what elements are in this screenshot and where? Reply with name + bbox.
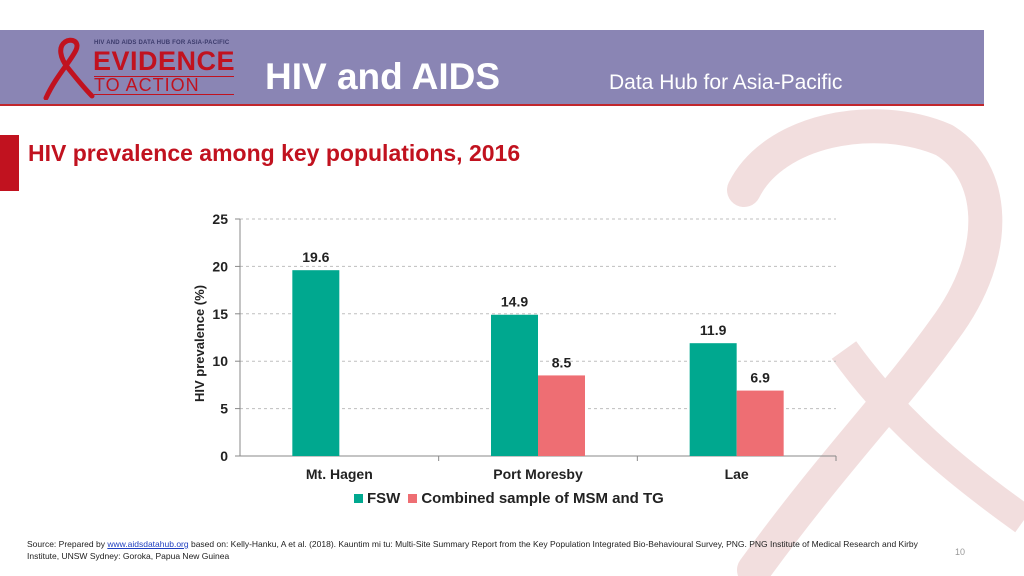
data-label: 19.6 bbox=[302, 249, 329, 265]
y-tick-label: 5 bbox=[220, 401, 228, 417]
x-tick-label: Lae bbox=[725, 466, 749, 482]
legend-item: FSW bbox=[354, 490, 400, 507]
red-ribbon-icon bbox=[43, 37, 95, 100]
logo-evidence-text: EVIDENCE bbox=[93, 46, 236, 76]
header-divider bbox=[0, 104, 984, 106]
logo-tagline: HIV AND AIDS DATA HUB FOR ASIA-PACIFIC bbox=[94, 40, 230, 46]
slide-title: HIV prevalence among key populations, 20… bbox=[28, 140, 521, 166]
data-label: 11.9 bbox=[700, 322, 727, 338]
y-tick-label: 15 bbox=[212, 306, 228, 322]
x-tick-label: Mt. Hagen bbox=[306, 466, 373, 482]
title-accent-bar bbox=[0, 135, 19, 191]
bar-combined-sample-of-msm-and-tg bbox=[538, 375, 585, 456]
header-banner bbox=[0, 30, 984, 104]
y-tick-label: 10 bbox=[212, 353, 228, 369]
page-number: 10 bbox=[955, 547, 966, 557]
source-link[interactable]: www.aidsdatahub.org bbox=[107, 539, 189, 549]
source-prefix: Source: Prepared by bbox=[27, 539, 108, 549]
bar-fsw bbox=[491, 314, 538, 456]
source-text: based on: Kelly-Hanku, A et al. (2018). … bbox=[27, 539, 918, 561]
evidence-to-action-logo: HIV AND AIDS DATA HUB FOR ASIA-PACIFIC E… bbox=[16, 36, 246, 100]
bar-fsw bbox=[689, 343, 737, 456]
chart-legend: FSW Combined sample of MSM and TG bbox=[354, 490, 672, 507]
bar-fsw bbox=[292, 270, 340, 456]
logo-to-action-text: TO ACTION bbox=[94, 76, 234, 95]
x-tick-label: Port Moresby bbox=[493, 466, 583, 482]
y-axis-label: HIV prevalence (%) bbox=[192, 285, 207, 402]
legend-swatch bbox=[354, 494, 363, 503]
data-label: 6.9 bbox=[750, 370, 770, 386]
banner-subtitle: Data Hub for Asia-Pacific bbox=[609, 71, 843, 94]
data-label: 8.5 bbox=[552, 354, 572, 370]
legend-label: Combined sample of MSM and TG bbox=[421, 490, 664, 507]
legend-label: FSW bbox=[367, 490, 401, 507]
y-tick-label: 25 bbox=[212, 211, 228, 227]
source-note: Source: Prepared by www.aidsdatahub.org … bbox=[27, 538, 947, 562]
bar-combined-sample-of-msm-and-tg bbox=[736, 390, 784, 456]
ribbon-watermark bbox=[727, 109, 1024, 576]
banner-title: HIV and AIDS bbox=[265, 56, 501, 97]
legend-item: Combined sample of MSM and TG bbox=[408, 490, 664, 507]
legend-swatch bbox=[408, 494, 418, 503]
y-tick-label: 0 bbox=[220, 448, 228, 464]
data-label: 14.9 bbox=[501, 294, 528, 310]
y-tick-label: 20 bbox=[212, 258, 228, 274]
bar-chart: 0 5 10 15 20 25 HIV prevalence (%) Mt. Hagen 19.… bbox=[192, 211, 837, 482]
